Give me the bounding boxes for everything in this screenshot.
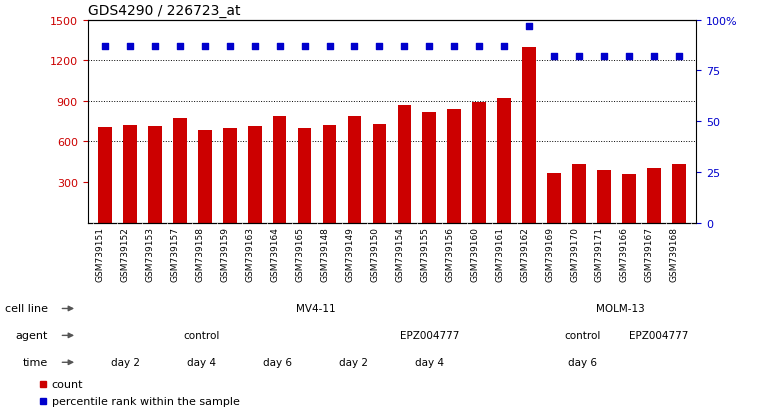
Bar (348, 116, 361, 223)
Text: day 4: day 4 (416, 357, 444, 368)
Bar (148, 126, 162, 223)
Text: GSM739148: GSM739148 (320, 227, 330, 281)
Text: GSM739170: GSM739170 (570, 227, 579, 282)
Text: GSM739160: GSM739160 (470, 227, 479, 282)
Bar (248, 126, 262, 223)
Bar (622, 174, 635, 223)
Point (448, 44, 460, 50)
Point (99, 44, 111, 50)
Point (548, 54, 560, 60)
Text: MV4-11: MV4-11 (296, 304, 336, 314)
Point (423, 44, 435, 50)
Bar (123, 125, 137, 223)
Bar (572, 165, 586, 223)
Text: control: control (564, 330, 600, 341)
Point (374, 44, 386, 50)
Text: day 2: day 2 (111, 357, 140, 368)
Text: GSM739169: GSM739169 (545, 227, 554, 282)
Bar (173, 119, 186, 223)
Text: percentile rank within the sample: percentile rank within the sample (52, 396, 240, 406)
Point (224, 44, 236, 50)
Bar (447, 110, 461, 223)
Point (473, 44, 486, 50)
Bar (498, 99, 511, 223)
Text: MOLM-13: MOLM-13 (596, 304, 645, 314)
Text: day 6: day 6 (568, 357, 597, 368)
Text: cell line: cell line (5, 304, 48, 314)
Bar (223, 128, 237, 223)
Text: GSM739153: GSM739153 (146, 227, 155, 282)
Point (174, 44, 186, 50)
Text: GSM739163: GSM739163 (246, 227, 255, 282)
Point (349, 44, 361, 50)
Bar (272, 116, 286, 223)
Text: GSM739165: GSM739165 (295, 227, 304, 282)
Point (673, 54, 685, 60)
Point (298, 44, 310, 50)
Text: control: control (183, 330, 220, 341)
Text: GSM739152: GSM739152 (121, 227, 130, 281)
Bar (522, 47, 536, 223)
Text: GSM739149: GSM739149 (345, 227, 355, 281)
Point (573, 54, 585, 60)
Text: GSM739157: GSM739157 (170, 227, 180, 282)
Point (598, 54, 610, 60)
Point (124, 44, 136, 50)
Point (398, 44, 410, 50)
Bar (422, 112, 436, 223)
Text: count: count (52, 379, 83, 389)
Point (498, 44, 511, 50)
Text: agent: agent (16, 330, 48, 341)
Text: GSM739155: GSM739155 (420, 227, 429, 282)
Text: EPZ004777: EPZ004777 (400, 330, 460, 341)
Text: day 4: day 4 (187, 357, 216, 368)
Bar (597, 171, 611, 223)
Text: GSM739154: GSM739154 (396, 227, 404, 281)
Text: GSM739159: GSM739159 (221, 227, 230, 282)
Point (523, 24, 535, 30)
Point (249, 44, 261, 50)
Text: day 2: day 2 (339, 357, 368, 368)
Point (323, 44, 336, 50)
Bar (323, 126, 336, 223)
Point (273, 44, 285, 50)
Bar (473, 103, 486, 223)
Text: GSM739151: GSM739151 (96, 227, 105, 282)
Bar (397, 106, 411, 223)
Text: GSM739171: GSM739171 (595, 227, 604, 282)
Bar (298, 128, 311, 223)
Bar (547, 173, 561, 223)
Bar (98, 127, 112, 223)
Point (149, 44, 161, 50)
Bar (373, 125, 387, 223)
Point (648, 54, 660, 60)
Text: GSM739167: GSM739167 (645, 227, 654, 282)
Point (622, 54, 635, 60)
Bar (198, 131, 212, 223)
Text: GDS4290 / 226723_at: GDS4290 / 226723_at (88, 4, 240, 18)
Text: GSM739161: GSM739161 (495, 227, 505, 282)
Text: EPZ004777: EPZ004777 (629, 330, 688, 341)
Bar (672, 165, 686, 223)
Text: GSM739168: GSM739168 (670, 227, 679, 282)
Text: day 6: day 6 (263, 357, 292, 368)
Text: GSM739150: GSM739150 (371, 227, 380, 282)
Text: GSM739158: GSM739158 (196, 227, 205, 282)
Bar (647, 169, 661, 223)
Text: GSM739166: GSM739166 (620, 227, 629, 282)
Text: GSM739162: GSM739162 (521, 227, 529, 281)
Point (199, 44, 211, 50)
Text: GSM739164: GSM739164 (271, 227, 279, 281)
Text: GSM739156: GSM739156 (445, 227, 454, 282)
Text: time: time (23, 357, 48, 368)
